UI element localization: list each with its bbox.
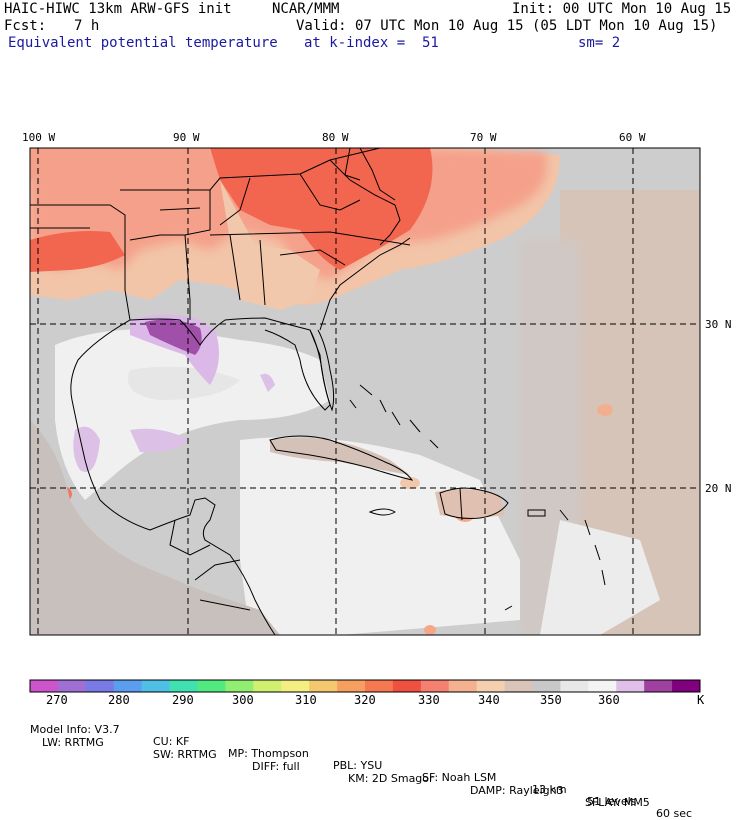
colorbar-swatch xyxy=(281,680,310,692)
colorbar-swatch xyxy=(169,680,198,692)
colorbar-swatch xyxy=(420,680,450,692)
map-figure xyxy=(29,147,701,693)
colorbar-swatch xyxy=(253,680,282,692)
footer-item: CU: KF xyxy=(153,735,190,748)
theta-e-field xyxy=(30,148,700,635)
forecast-label: Fcst: xyxy=(4,18,47,34)
colorbar-swatch xyxy=(113,680,143,692)
model-title: HAIC-HIWC 13km ARW-GFS init xyxy=(4,1,232,17)
colorbar-label: 320 xyxy=(354,693,376,707)
colorbar-label: 310 xyxy=(295,693,317,707)
colorbar-swatch xyxy=(85,680,115,692)
colorbar-swatch xyxy=(560,680,589,692)
colorbar-label: 350 xyxy=(540,693,562,707)
map-border xyxy=(29,147,701,636)
colorbar-swatch xyxy=(337,680,366,692)
colorbar-label: 280 xyxy=(108,693,130,707)
footer-item: PBL: YSU xyxy=(333,759,383,772)
colorbar-swatch xyxy=(197,680,226,692)
footer-item: SW: RRTMG xyxy=(153,748,217,761)
colorbar-swatch xyxy=(57,680,87,692)
lon-label-90w: 90 W xyxy=(173,131,200,144)
colorbar-label: 290 xyxy=(172,693,194,707)
colorbar-label: 300 xyxy=(232,693,254,707)
footer-item: 60 sec xyxy=(656,807,693,820)
lon-label-70w: 70 W xyxy=(470,131,497,144)
forecast-hour: 7 h xyxy=(74,18,100,34)
lat-label-20n: 20 N xyxy=(705,482,732,495)
colorbar-swatch xyxy=(448,680,478,692)
smoothing-value: sm= 2 xyxy=(578,35,621,51)
colorbar-swatch xyxy=(672,680,701,692)
colorbar-swatch xyxy=(644,680,673,692)
colorbar-swatch xyxy=(476,680,506,692)
colorbar xyxy=(30,680,701,692)
colorbar-label: 340 xyxy=(478,693,500,707)
org-label: NCAR/MMM xyxy=(272,1,340,17)
colorbar-swatch xyxy=(225,680,254,692)
colorbar-swatch xyxy=(504,680,533,692)
footer-item: LW: RRTMG xyxy=(42,736,104,749)
colorbar-swatch xyxy=(588,680,617,692)
init-time: Init: 00 UTC Mon 10 Aug 15 xyxy=(512,1,732,17)
footer-item: KM: 2D Smagor xyxy=(348,772,434,785)
coastlines xyxy=(30,148,606,635)
lat-label-30n: 30 N xyxy=(705,318,732,331)
colorbar-swatch xyxy=(141,680,171,692)
colorbar-swatch xyxy=(309,680,338,692)
colorbar-label: 360 xyxy=(598,693,620,707)
colorbar-swatch xyxy=(30,680,59,692)
lon-label-100w: 100 W xyxy=(22,131,56,144)
footer-item: Model Info: V3.7 xyxy=(30,723,120,736)
graticule xyxy=(30,148,700,635)
lon-label-80w: 80 W xyxy=(322,131,349,144)
level-index: at k-index = 51 xyxy=(304,35,439,51)
valid-time: Valid: 07 UTC Mon 10 Aug 15 (05 LDT Mon … xyxy=(296,18,718,34)
colorbar-swatch xyxy=(365,680,394,692)
footer-item: SFLAY: MM5 xyxy=(585,796,650,809)
lon-label-60w: 60 W xyxy=(619,131,646,144)
footer-item: DIFF: full xyxy=(252,760,300,773)
footer-item: MP: Thompson xyxy=(228,747,309,760)
field-name: Equivalent potential temperature xyxy=(8,35,278,51)
colorbar-label: 270 xyxy=(46,693,68,707)
colorbar-swatch xyxy=(532,680,561,692)
colorbar-swatch xyxy=(392,680,422,692)
footer-line-2: LW: RRTMG SW: RRTMG DIFF: full KM: 2D Sm… xyxy=(30,725,650,809)
colorbar-border xyxy=(29,679,701,693)
colorbar-swatch xyxy=(616,680,645,692)
colorbar-label: 330 xyxy=(418,693,440,707)
colorbar-unit: K xyxy=(697,693,705,707)
footer-item: DAMP: Rayleigh3 xyxy=(470,784,564,797)
